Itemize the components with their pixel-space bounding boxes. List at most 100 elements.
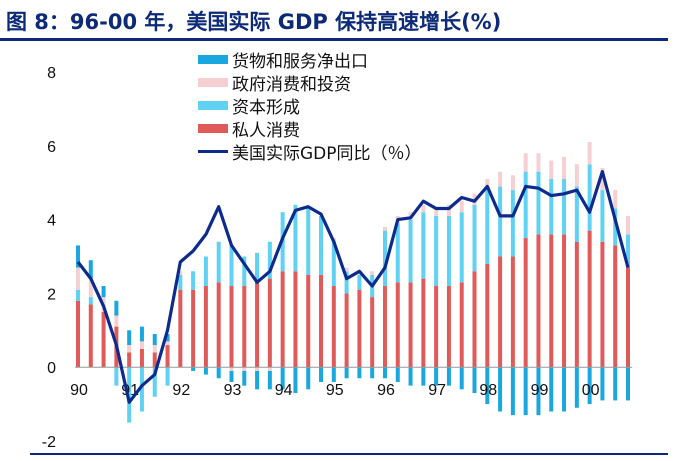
bar-investment-1990Q1 <box>76 289 80 301</box>
bar-net-exports-1995Q3 <box>357 367 362 379</box>
bar-consumption-1995Q1 <box>331 286 336 368</box>
bar-net-exports-1991Q1 <box>127 330 132 346</box>
bar-government-2000Q1 <box>587 142 592 165</box>
bar-net-exports-1993Q3 <box>255 370 260 390</box>
legend-item-consumption: 私人消费 <box>198 117 422 141</box>
bar-investment-1991Q2 <box>139 367 144 412</box>
bar-consumption-2000Q4 <box>626 267 630 368</box>
bar-investment-1994Q4 <box>319 215 324 275</box>
bar-consumption-1999Q4 <box>574 241 579 368</box>
bar-net-exports-1990Q3 <box>101 286 106 298</box>
bar-net-exports-1996Q2 <box>395 367 400 382</box>
bar-government-1993Q4 <box>267 367 272 371</box>
x-tick-label: 99 <box>531 382 549 399</box>
bar-investment-1995Q1 <box>331 241 336 287</box>
bar-consumption-1996Q3 <box>408 282 413 368</box>
x-tick-labels: 90 91 92 93 94 95 96 97 98 99 00 <box>70 382 600 399</box>
bar-consumption-1997Q4 <box>472 271 477 368</box>
bar-investment-1993Q4 <box>267 241 272 279</box>
bar-investment-1997Q3 <box>459 212 464 283</box>
bar-government-2000Q3 <box>613 190 618 209</box>
bar-investment-2000Q4 <box>626 234 630 268</box>
legend-label: 货物和服务净出口 <box>232 52 368 72</box>
bar-government-1993Q2 <box>242 367 247 371</box>
bar-consumption-1991Q1 <box>127 352 132 368</box>
legend-item-net-exports: 货物和服务净出口 <box>198 48 422 72</box>
bar-government-1996Q1 <box>382 226 387 231</box>
bar-consumption-1996Q2 <box>395 282 400 368</box>
bar-consumption-1990Q1 <box>76 300 80 368</box>
bar-investment-1997Q4 <box>472 204 477 272</box>
bar-investment-1996Q4 <box>421 212 426 279</box>
bar-net-exports-1990Q4 <box>114 300 119 316</box>
bar-government-1995Q4 <box>370 271 375 275</box>
bar-consumption-1998Q3 <box>510 256 515 368</box>
bar-consumption-1999Q3 <box>562 234 567 368</box>
y-tick-label: 0 <box>47 360 56 377</box>
bar-net-exports-1995Q2 <box>344 367 349 379</box>
bottom-rule <box>30 453 668 455</box>
bar-investment-1997Q2 <box>446 215 451 287</box>
bar-government-1998Q3 <box>510 175 515 191</box>
y-tick-label: 4 <box>47 213 56 230</box>
bar-government-1991Q4 <box>165 341 170 346</box>
bar-government-1990Q1 <box>76 267 80 290</box>
bar-government-1990Q2 <box>88 278 93 298</box>
bar-government-1990Q4 <box>114 315 119 327</box>
bar-investment-1999Q4 <box>574 186 579 242</box>
bar-investment-1999Q1 <box>536 171 541 235</box>
bar-consumption-1995Q2 <box>344 293 349 368</box>
bar-consumption-1993Q1 <box>229 286 234 368</box>
bar-consumption-1992Q3 <box>203 286 208 368</box>
bar-investment-1998Q3 <box>510 190 515 257</box>
bar-investment-1990Q2 <box>88 297 93 305</box>
bar-government-1999Q2 <box>549 160 554 180</box>
bar-investment-1993Q3 <box>255 252 260 283</box>
legend-item-government: 政府消费和投资 <box>198 71 422 95</box>
bar-consumption-1993Q4 <box>267 278 272 368</box>
bar-consumption-1996Q4 <box>421 278 426 368</box>
bar-consumption-1994Q4 <box>319 274 324 368</box>
y-tick-labels: -2 0 2 4 6 8 <box>42 65 56 451</box>
x-tick-label: 97 <box>428 382 446 399</box>
legend-swatch-government <box>198 78 228 87</box>
legend-swatch-consumption <box>198 124 228 133</box>
bar-net-exports-2000Q1 <box>587 367 592 405</box>
bar-consumption-1998Q1 <box>485 263 490 368</box>
bar-net-exports-1998Q2 <box>498 367 503 412</box>
bar-net-exports-1991Q2 <box>139 326 144 342</box>
bar-net-exports-1992Q4 <box>216 367 221 379</box>
bar-net-exports-2000Q4 <box>626 367 630 401</box>
bar-consumption-1997Q2 <box>446 286 451 368</box>
bar-investment-2000Q1 <box>587 164 592 231</box>
bar-government-1997Q1 <box>434 208 439 216</box>
bar-investment-1994Q3 <box>306 208 311 275</box>
title-underline <box>0 38 668 41</box>
bar-government-1992Q1 <box>178 271 183 275</box>
bar-government-1993Q3 <box>255 367 260 371</box>
x-tick-label: 94 <box>275 382 293 399</box>
bar-consumption-2000Q2 <box>600 241 605 368</box>
y-tick-label: 8 <box>47 65 56 82</box>
x-tick-label: 95 <box>326 382 344 399</box>
legend-swatch-net-exports <box>198 55 228 64</box>
bar-net-exports-1999Q1 <box>536 367 541 416</box>
bar-consumption-1997Q1 <box>434 286 439 368</box>
x-tick-label: 00 <box>582 382 600 399</box>
gdp-growth-line <box>76 170 630 404</box>
bar-investment-2000Q2 <box>600 190 605 242</box>
bar-investment-1990Q4 <box>114 367 119 386</box>
bar-consumption-1997Q3 <box>459 282 464 368</box>
bar-net-exports-1998Q1 <box>485 367 490 405</box>
bar-investment-1996Q1 <box>382 230 387 287</box>
bar-net-exports-1993Q4 <box>267 370 272 390</box>
bar-investment-1998Q4 <box>523 171 528 239</box>
bar-investment-1999Q3 <box>562 179 567 235</box>
legend-label: 私人消费 <box>232 121 300 141</box>
bar-government-1991Q2 <box>139 341 144 349</box>
bar-government-1991Q1 <box>127 345 132 353</box>
bar-net-exports-1993Q1 <box>229 370 234 382</box>
bar-consumption-1994Q2 <box>293 271 298 368</box>
legend-item-investment: 资本形成 <box>198 94 422 118</box>
